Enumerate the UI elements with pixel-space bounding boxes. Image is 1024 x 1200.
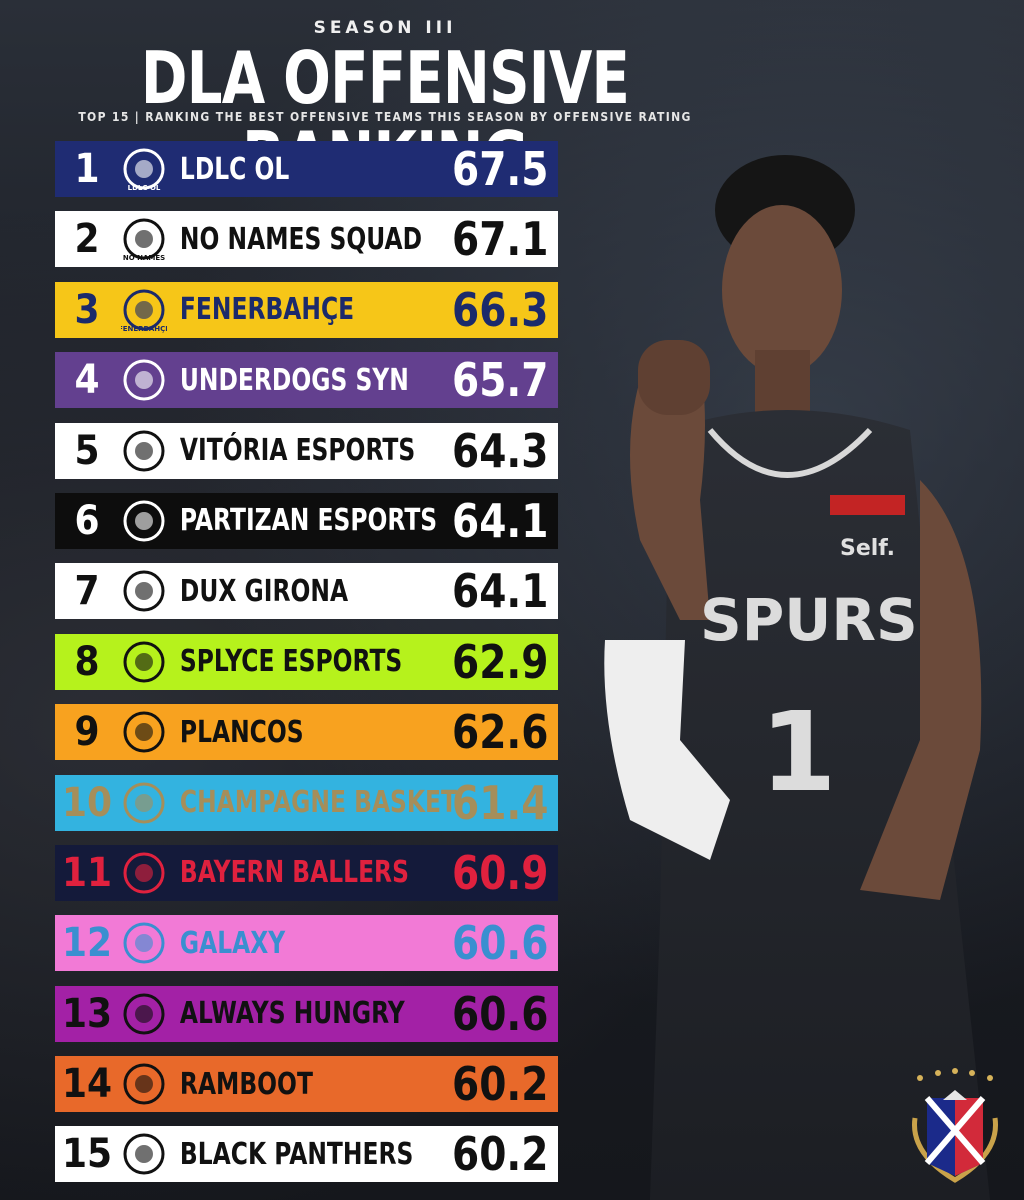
team-logo-icon <box>119 355 169 405</box>
team-score: 62.9 <box>451 634 548 689</box>
team-name: PLANCOS <box>179 714 304 750</box>
team-logo-icon <box>119 1059 169 1109</box>
team-score: 64.3 <box>451 423 548 478</box>
ranking-row: 9 PLANCOS 62.6 <box>55 704 558 761</box>
rank-number: 4 <box>74 357 100 404</box>
team-name: BAYERN BALLERS <box>179 855 409 891</box>
ranking-list: 1 LDLC OL LDLC OL 67.5 2 NO NAMES NO NAMES SQU… <box>55 141 558 1197</box>
rank-number: 9 <box>74 709 100 756</box>
rank-number: 14 <box>61 1061 113 1108</box>
rank-number: 11 <box>61 849 113 896</box>
team-name: LDLC OL <box>179 151 290 187</box>
ranking-row: 1 LDLC OL LDLC OL 67.5 <box>55 141 558 197</box>
ranking-row: 4 UNDERDOGS SYN 65.7 <box>55 352 558 409</box>
team-logo-icon <box>119 989 169 1039</box>
team-name: GALAXY <box>179 925 286 961</box>
ranking-row: 7 DUX GIRONA 64.1 <box>55 563 558 620</box>
team-logo-icon <box>119 496 169 546</box>
team-score: 60.2 <box>451 1057 548 1112</box>
team-name: SPLYCE ESPORTS <box>179 644 403 680</box>
team-score: 61.4 <box>451 775 548 830</box>
team-logo-icon <box>119 918 169 968</box>
rank-number: 1 <box>74 146 100 192</box>
team-name: FENERBAHÇE <box>179 292 355 328</box>
team-score: 60.9 <box>451 845 548 900</box>
ranking-row: 8 SPLYCE ESPORTS 62.9 <box>55 633 558 690</box>
team-logo-icon: FENERBAHÇE <box>119 285 169 335</box>
rank-number: 13 <box>61 990 113 1037</box>
team-score: 67.5 <box>451 142 548 196</box>
team-score: 67.1 <box>451 212 548 267</box>
team-name: VITÓRIA ESPORTS <box>179 433 416 469</box>
ranking-row: 6 PARTIZAN ESPORTS 64.1 <box>55 492 558 549</box>
league-badge-icon <box>912 1068 998 1183</box>
ranking-row: 3 FENERBAHÇE FENERBAHÇE 66.3 <box>55 281 558 338</box>
team-logo-text: LDLC OL <box>128 184 161 192</box>
team-name: CHAMPAGNE BASKET <box>179 785 457 821</box>
rank-number: 3 <box>74 286 100 333</box>
team-logo-icon <box>119 778 169 828</box>
ranking-row: 2 NO NAMES NO NAMES SQUAD 67.1 <box>55 211 558 268</box>
player-photo: SPURS 1 Self. <box>604 155 990 1200</box>
team-score: 66.3 <box>451 282 548 337</box>
team-logo-icon <box>119 637 169 687</box>
team-name: ALWAYS HUNGRY <box>179 996 405 1032</box>
ranking-row: 14 RAMBOOT 60.2 <box>55 1056 558 1113</box>
team-logo-text: NO NAMES <box>123 254 165 262</box>
team-score: 62.6 <box>451 705 548 760</box>
team-name: UNDERDOGS SYN <box>179 362 409 398</box>
jersey-brand: SPURS <box>700 586 918 654</box>
team-name: BLACK PANTHERS <box>179 1136 414 1172</box>
team-logo-icon <box>119 848 169 898</box>
team-score: 65.7 <box>451 353 548 408</box>
ranking-row: 15 BLACK PANTHERS 60.2 <box>55 1126 558 1183</box>
team-name: NO NAMES SQUAD <box>179 221 423 257</box>
jersey-sponsor: Self. <box>840 536 895 561</box>
team-score: 64.1 <box>451 493 548 548</box>
team-logo-icon <box>119 566 169 616</box>
team-logo-icon <box>119 426 169 476</box>
team-logo-icon: NO NAMES <box>119 214 169 264</box>
rank-number: 8 <box>74 638 100 685</box>
page-subtitle: TOP 15 | RANKING THE BEST OFFENSIVE TEAM… <box>78 110 692 124</box>
ranking-row: 12 GALAXY 60.6 <box>55 915 558 972</box>
team-score: 60.6 <box>451 986 548 1041</box>
rank-number: 6 <box>74 497 100 544</box>
season-label: SEASON III <box>313 18 457 38</box>
rank-number: 2 <box>74 216 100 263</box>
team-name: DUX GIRONA <box>179 573 349 609</box>
team-name: RAMBOOT <box>179 1066 313 1102</box>
team-name: PARTIZAN ESPORTS <box>179 503 438 539</box>
team-logo-icon: LDLC OL <box>119 144 169 194</box>
team-logo-icon <box>119 1129 169 1179</box>
team-score: 64.1 <box>451 564 548 619</box>
team-score: 60.6 <box>451 916 548 971</box>
ranking-row: 13 ALWAYS HUNGRY 60.6 <box>55 985 558 1042</box>
ranking-row: 5 VITÓRIA ESPORTS 64.3 <box>55 422 558 479</box>
rank-number: 5 <box>74 427 100 474</box>
rank-number: 10 <box>61 779 113 826</box>
rank-number: 12 <box>61 920 113 967</box>
rank-number: 15 <box>61 1131 113 1178</box>
jersey-number: 1 <box>760 688 837 816</box>
ranking-row: 10 CHAMPAGNE BASKET 61.4 <box>55 774 558 831</box>
team-logo-icon <box>119 707 169 757</box>
team-logo-text: FENERBAHÇE <box>121 325 167 333</box>
ranking-row: 11 BAYERN BALLERS 60.9 <box>55 844 558 901</box>
team-score: 60.2 <box>451 1127 548 1182</box>
rank-number: 7 <box>74 568 100 615</box>
